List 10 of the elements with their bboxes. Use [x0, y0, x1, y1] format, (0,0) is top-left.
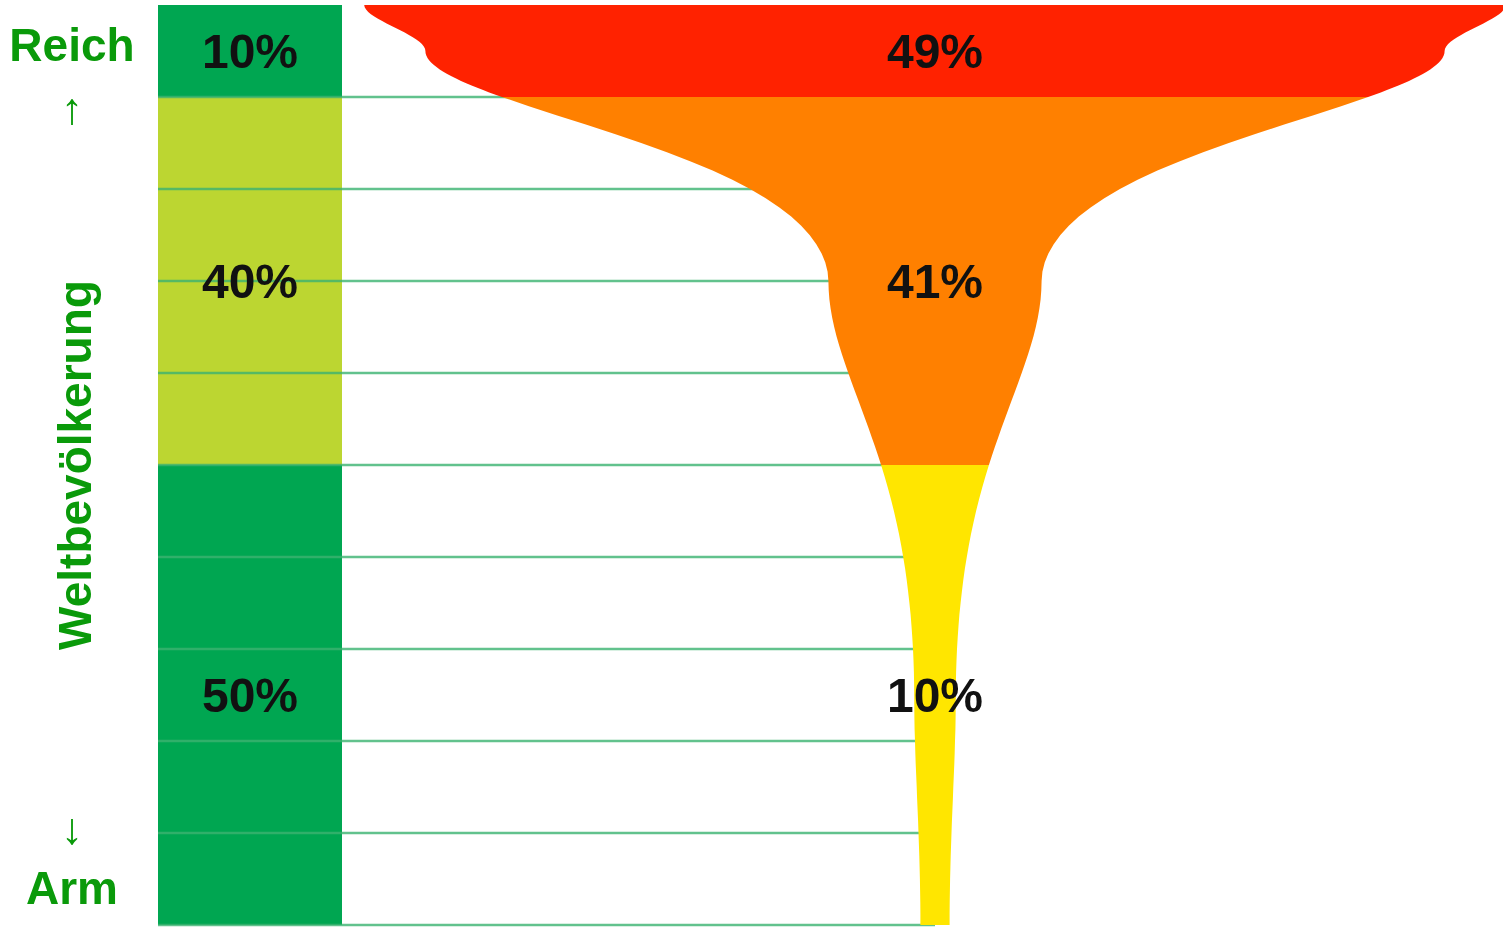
data-label: 49% — [886, 24, 984, 78]
data-label: 41% — [886, 254, 984, 308]
text: ↓ — [61, 803, 83, 853]
data-label: 50% — [201, 668, 299, 722]
text: Reich — [9, 19, 135, 71]
data-label: 40% — [201, 254, 299, 308]
text: ↑ — [61, 83, 83, 133]
data-label: 10% — [201, 24, 299, 78]
text: Weltbevölkerung — [49, 280, 101, 650]
text: Arm — [25, 862, 119, 914]
